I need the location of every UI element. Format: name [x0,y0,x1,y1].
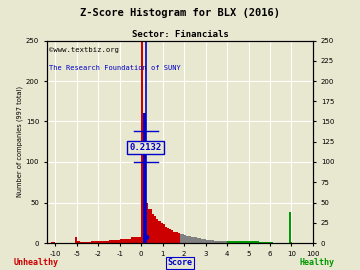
Bar [189,236,190,243]
Bar [80,242,84,243]
Bar [171,230,174,243]
Bar [176,232,178,243]
Bar [214,241,219,243]
Text: Healthy: Healthy [299,258,334,267]
Bar [240,241,244,243]
Bar [148,209,150,243]
Bar [143,113,145,243]
Text: Z-Score Histogram for BLX (2016): Z-Score Histogram for BLX (2016) [80,8,280,18]
Bar [174,232,176,243]
Bar [75,237,77,243]
Text: The Research Foundation of SUNY: The Research Foundation of SUNY [49,65,181,71]
Bar [152,214,154,243]
Bar [156,219,158,243]
Bar [98,241,109,243]
Bar [167,228,169,243]
Bar [109,240,120,243]
Bar [231,241,236,243]
Bar [87,242,91,243]
Bar [195,237,197,243]
Bar [51,242,55,243]
Bar [199,238,201,243]
Bar [289,212,292,243]
Text: Unhealthy: Unhealthy [14,258,58,267]
Bar [244,241,248,243]
Text: ©www.textbiz.org: ©www.textbiz.org [49,46,120,53]
Bar [141,40,143,243]
Bar [169,229,171,243]
Bar [201,239,203,243]
Bar [163,224,165,243]
Bar [197,238,199,243]
Bar [161,223,163,243]
Bar [248,241,259,243]
Bar [145,202,148,243]
Bar [84,242,87,243]
Bar [95,241,98,243]
Text: 0.2132: 0.2132 [130,143,162,152]
Bar [184,235,186,243]
Bar [219,241,223,243]
Bar [180,234,182,243]
Bar [165,227,167,243]
Bar [154,216,156,243]
Bar [77,241,80,243]
Bar [91,241,95,243]
Y-axis label: Number of companies (997 total): Number of companies (997 total) [17,86,23,197]
Bar [227,241,231,243]
Bar [270,242,273,243]
Bar [210,240,214,243]
Bar [206,240,210,243]
Bar [259,242,270,243]
Bar [186,236,189,243]
Bar [182,234,184,243]
Bar [158,221,161,243]
Bar [150,209,152,243]
Bar [223,241,227,243]
Bar [178,233,180,243]
Bar [120,239,131,243]
Text: Score: Score [167,258,193,267]
Bar [203,239,206,243]
Bar [193,237,195,243]
Bar [190,237,193,243]
Bar [236,241,240,243]
Text: Sector: Financials: Sector: Financials [132,30,228,39]
Bar [131,237,141,243]
